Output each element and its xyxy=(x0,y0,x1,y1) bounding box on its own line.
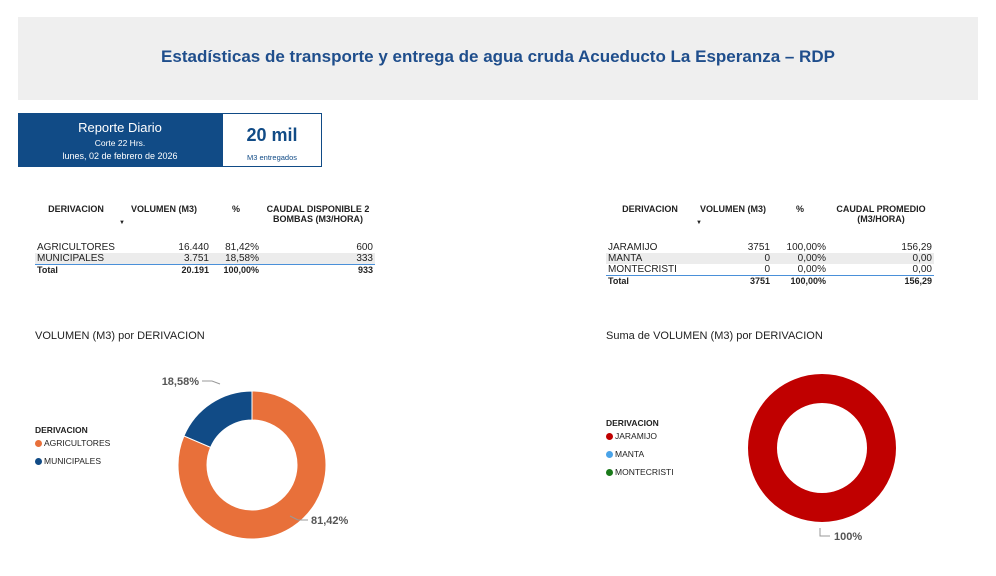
table-row[interactable]: JARAMIJO 3751 100,00% 156,29 xyxy=(606,242,934,253)
cell: 16.440 xyxy=(178,242,209,253)
table-row[interactable]: MONTECRISTI 0 0,00% 0,00 xyxy=(606,264,934,276)
donut-slice[interactable] xyxy=(748,374,896,522)
kpi-unit: M3 entregados xyxy=(246,153,298,162)
legend-item[interactable]: MUNICIPALES xyxy=(35,456,110,466)
page-title: Estadísticas de transporte y entrega de … xyxy=(161,47,835,66)
donut-chart: 81,42% 18,58% xyxy=(162,376,349,540)
legend-swatch xyxy=(606,450,613,458)
legend-title: DERIVACION xyxy=(35,425,88,435)
data-label: 81,42% xyxy=(311,515,349,527)
cell: 933 xyxy=(261,264,375,276)
cell: 0,00% xyxy=(772,253,828,264)
report-card: Reporte Diario Corte 22 Hrs. lunes, 02 d… xyxy=(18,113,222,167)
chart-title: VOLUMEN (M3) por DERIVACION xyxy=(35,330,205,342)
table-total-row: Total 3751 100,00% 156,29 xyxy=(606,275,934,287)
column-header[interactable]: DERIVACION xyxy=(48,204,104,214)
cell: 600 xyxy=(356,242,373,253)
cell: 100,00% xyxy=(772,275,828,287)
table-row[interactable]: AGRICULTORES 16.440 81,42% 600 xyxy=(35,242,375,253)
column-header[interactable]: % xyxy=(795,204,804,214)
chart-title: Suma de VOLUMEN (M3) por DERIVACION xyxy=(606,330,823,342)
chart-legend: DERIVACION AGRICULTORES MUNICIPALES xyxy=(35,425,110,474)
data-label: 100% xyxy=(834,531,862,543)
chart-legend: DERIVACION JARAMIJO MANTA MONTECRISTI xyxy=(606,418,674,485)
cell: 333 xyxy=(261,253,375,265)
column-header[interactable]: CAUDAL DISPONIBLE 2 BOMBAS (M3/HORA) xyxy=(266,204,370,224)
legend-item[interactable]: MANTA xyxy=(606,449,674,459)
column-header[interactable]: VOLUMEN (M3) ▼ xyxy=(694,204,772,242)
cell: 100,00% xyxy=(786,242,826,253)
data-label: 18,58% xyxy=(162,376,200,388)
cell: JARAMIJO xyxy=(608,242,658,253)
legend-title: DERIVACION xyxy=(606,418,659,428)
report-title: Reporte Diario xyxy=(78,120,162,135)
cell: 3751 xyxy=(694,275,772,287)
cell: 0,00 xyxy=(912,264,932,275)
legend-swatch xyxy=(35,457,42,465)
cell: 0,00% xyxy=(797,264,826,275)
cell: 3751 xyxy=(747,242,770,253)
column-header[interactable]: VOLUMEN (M3) ▼ xyxy=(117,204,211,242)
cell: 0 xyxy=(694,253,772,264)
legend-swatch xyxy=(35,439,42,447)
cell: 0 xyxy=(764,264,770,275)
cell: 20.191 xyxy=(117,264,211,276)
cell: 156,29 xyxy=(828,275,934,287)
legend-swatch xyxy=(606,432,613,440)
table-row[interactable]: MANTA 0 0,00% 0,00 xyxy=(606,253,934,264)
table-total-row: Total 20.191 100,00% 933 xyxy=(35,264,375,276)
kpi-value: 20 mil xyxy=(246,125,298,145)
cell: 3.751 xyxy=(117,253,211,265)
cell: MUNICIPALES xyxy=(35,253,117,265)
cell: Total xyxy=(35,264,117,276)
right-data-table: DERIVACION VOLUMEN (M3) ▼ % CAUDAL PROMED… xyxy=(606,204,934,287)
legend-swatch xyxy=(606,468,613,476)
column-header[interactable]: CAUDAL PROMEDIO (M3/HORA) xyxy=(836,204,926,224)
label-leader-line xyxy=(202,380,221,385)
column-header[interactable]: % xyxy=(231,204,240,214)
donut-chart: 100% xyxy=(748,374,896,543)
legend-item[interactable]: JARAMIJO xyxy=(606,431,674,441)
cell: MANTA xyxy=(606,253,694,264)
report-date: lunes, 02 de febrero de 2026 xyxy=(62,151,178,161)
cell: AGRICULTORES xyxy=(37,242,115,253)
donut-slice[interactable] xyxy=(183,390,253,448)
label-leader-line xyxy=(819,528,830,537)
cell: 100,00% xyxy=(211,264,261,276)
cell: 0,00 xyxy=(828,253,934,264)
left-data-table: DERIVACION VOLUMEN (M3) ▼ % CAUDAL DISPON… xyxy=(35,204,375,276)
cell: MONTECRISTI xyxy=(608,264,677,275)
header-banner: Estadísticas de transporte y entrega de … xyxy=(18,17,978,100)
cell: 156,29 xyxy=(901,242,932,253)
label-leader-line xyxy=(289,515,308,521)
legend-item[interactable]: AGRICULTORES xyxy=(35,438,110,448)
sort-down-icon[interactable]: ▼ xyxy=(696,220,702,226)
column-header[interactable]: DERIVACION xyxy=(622,204,678,214)
cell: 18,58% xyxy=(211,253,261,265)
donut-slice[interactable] xyxy=(177,390,327,540)
sort-down-icon[interactable]: ▼ xyxy=(119,220,125,226)
report-cutoff: Corte 22 Hrs. xyxy=(94,138,146,148)
kpi-card: 20 mil M3 entregados xyxy=(222,113,322,167)
table-row[interactable]: MUNICIPALES 3.751 18,58% 333 xyxy=(35,253,375,265)
cell: Total xyxy=(606,275,694,287)
cell: 81,42% xyxy=(225,242,259,253)
legend-item[interactable]: MONTECRISTI xyxy=(606,467,674,477)
